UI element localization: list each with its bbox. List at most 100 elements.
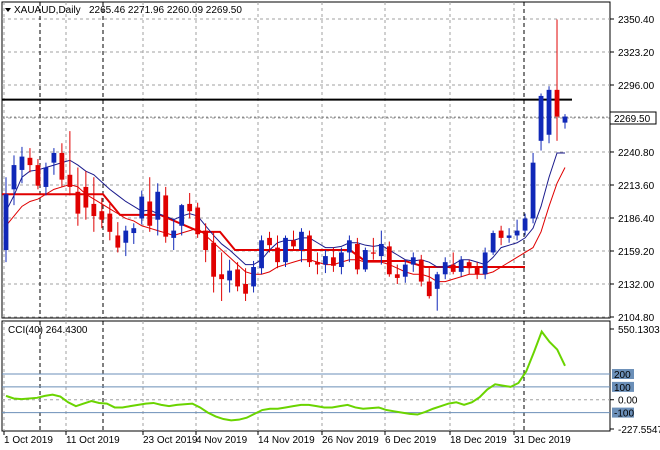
x-tick-label: 31 Dec 2019 bbox=[514, 435, 571, 446]
cci-tick-label: -100 bbox=[614, 409, 634, 420]
y-tick-label: 2350.40 bbox=[618, 15, 655, 26]
candle-body bbox=[19, 156, 25, 170]
candle-body bbox=[474, 267, 480, 275]
candle-body bbox=[434, 274, 440, 289]
candle-body bbox=[99, 211, 105, 220]
y-tick-label: 2159.20 bbox=[618, 247, 655, 258]
candle-body bbox=[147, 201, 153, 226]
candle-body bbox=[251, 267, 256, 287]
candle-body bbox=[458, 259, 464, 272]
candle-body bbox=[107, 213, 113, 232]
last-price-box bbox=[609, 111, 657, 125]
candle-body bbox=[450, 264, 456, 272]
x-tick-label: 14 Nov 2019 bbox=[258, 435, 315, 446]
candle-body bbox=[315, 262, 320, 265]
candle-body bbox=[506, 235, 512, 238]
candle-body bbox=[538, 95, 544, 141]
candle-body bbox=[339, 252, 344, 268]
candle-body bbox=[43, 167, 49, 187]
candle-body bbox=[235, 269, 240, 287]
cci-series bbox=[5, 329, 566, 422]
candle-body bbox=[267, 237, 272, 246]
menu-triangle-icon[interactable] bbox=[5, 8, 11, 12]
candle-body bbox=[299, 231, 304, 251]
candle-body bbox=[498, 230, 504, 238]
y-tick-label: 2296.00 bbox=[618, 81, 655, 92]
cci-tick-label: 550.1303 bbox=[618, 325, 660, 336]
candle-body bbox=[442, 262, 448, 275]
cci-tick-label: 0.00 bbox=[618, 396, 638, 407]
y-tick-label: 2132.00 bbox=[618, 280, 655, 291]
candle-body bbox=[123, 230, 129, 243]
main-plot-area bbox=[1, 1, 611, 319]
x-tick-label: 11 Oct 2019 bbox=[66, 435, 120, 446]
candle-body bbox=[291, 240, 296, 247]
cci-level-tag bbox=[612, 369, 634, 380]
candle-body bbox=[243, 283, 248, 294]
candle-body bbox=[426, 281, 432, 297]
candle-body bbox=[554, 89, 560, 117]
y-tick-label: 2104.80 bbox=[618, 313, 655, 324]
candle-body bbox=[394, 274, 400, 278]
cci-label: CCI(40) 264.4300 bbox=[8, 325, 88, 336]
cci-tick-label: 100 bbox=[614, 383, 631, 394]
candle-body bbox=[51, 152, 57, 163]
price-series bbox=[2, 19, 610, 311]
candle-body bbox=[562, 116, 568, 123]
candle-body bbox=[35, 165, 41, 186]
candle-body bbox=[259, 240, 264, 269]
candle-body bbox=[378, 243, 384, 257]
y-tick-label: 2323.20 bbox=[618, 48, 655, 59]
candle-body bbox=[91, 203, 97, 217]
candle-body bbox=[410, 257, 416, 265]
cci-tick-label: -227.5547 bbox=[618, 425, 660, 436]
candle-body bbox=[418, 259, 424, 282]
candle-body bbox=[530, 162, 536, 219]
candle-body bbox=[75, 191, 81, 214]
y-tick-label: 2186.40 bbox=[618, 214, 655, 225]
candle-body bbox=[171, 230, 177, 238]
candle-body bbox=[187, 203, 193, 212]
y-tick-label: 2240.80 bbox=[618, 148, 655, 159]
y-tick-label: 2213.60 bbox=[618, 181, 655, 192]
candle-body bbox=[195, 207, 201, 235]
x-tick-label: 26 Nov 2019 bbox=[322, 435, 379, 446]
x-tick-label: 23 Oct 2019 bbox=[143, 435, 198, 446]
cci-level-tag bbox=[612, 381, 634, 392]
candle-body bbox=[163, 195, 169, 237]
candle-body bbox=[482, 252, 488, 275]
candle-body bbox=[115, 235, 121, 248]
candle-body bbox=[219, 274, 225, 280]
candle-body bbox=[370, 252, 376, 254]
cci-plot-area bbox=[1, 320, 611, 432]
candle-body bbox=[227, 270, 232, 281]
candle-body bbox=[514, 230, 520, 236]
candle-body bbox=[275, 247, 280, 263]
candle-body bbox=[83, 186, 89, 208]
candle-body bbox=[11, 165, 17, 190]
candle-body bbox=[211, 242, 217, 277]
x-tick-label: 4 Nov 2019 bbox=[196, 435, 248, 446]
candle-body bbox=[466, 262, 472, 269]
candle-body bbox=[331, 257, 336, 266]
candle-body bbox=[27, 157, 33, 166]
candle-body bbox=[179, 205, 185, 226]
candle-body bbox=[307, 235, 312, 263]
candle-body bbox=[362, 250, 368, 270]
candle-body bbox=[59, 152, 65, 180]
symbol-label: XAUAUD,Daily bbox=[14, 5, 81, 16]
candle-body bbox=[490, 233, 496, 253]
candle-body bbox=[402, 264, 408, 277]
candle-body bbox=[131, 228, 137, 234]
candle-body bbox=[155, 191, 161, 220]
candle-body bbox=[283, 237, 288, 263]
x-tick-label: 6 Dec 2019 bbox=[385, 435, 437, 446]
candle-body bbox=[139, 196, 145, 219]
cci-tick-label: 200 bbox=[614, 370, 631, 381]
cci-line bbox=[5, 329, 566, 422]
candle-body bbox=[546, 89, 552, 135]
ohlc-readout: 2265.46 2271.96 2260.09 2269.50 bbox=[89, 5, 242, 16]
candle-body bbox=[386, 246, 392, 275]
candle-body bbox=[522, 218, 528, 231]
